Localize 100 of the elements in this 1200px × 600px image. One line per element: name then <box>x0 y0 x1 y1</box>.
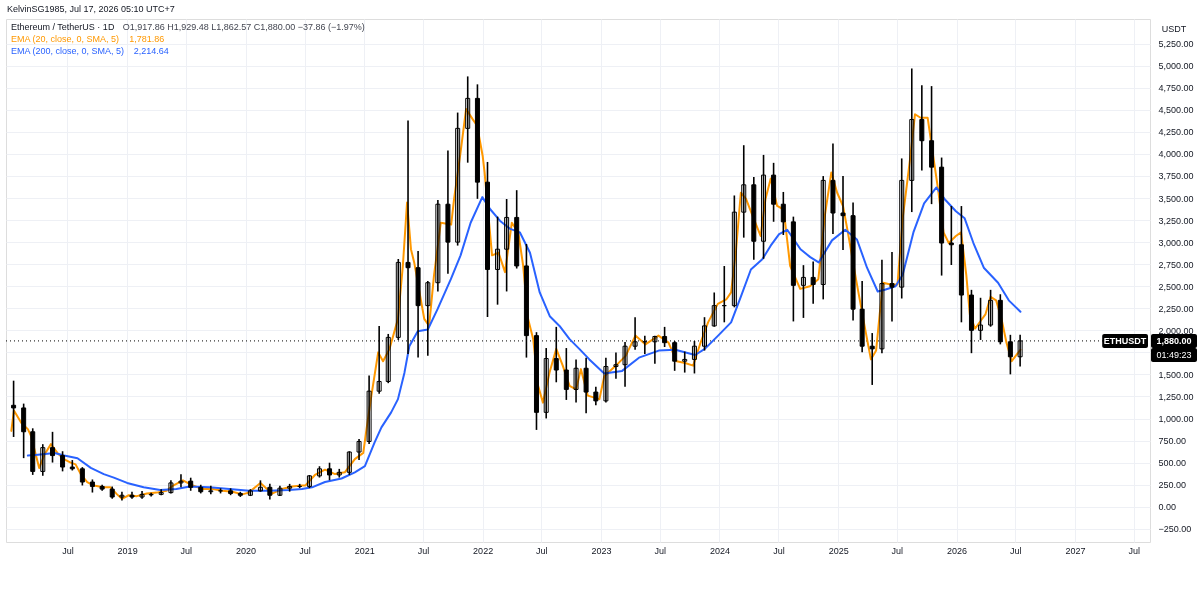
text: EMA (200, close, 0, SMA, 5) <box>11 46 125 56</box>
candlestick <box>810 261 816 304</box>
y-tick-label: 3,500.00 <box>1158 193 1194 204</box>
candlestick <box>21 403 27 459</box>
y-axis-title: USDT <box>1161 24 1187 34</box>
candlestick <box>919 85 925 171</box>
candlestick <box>573 359 579 403</box>
candlestick <box>800 265 806 318</box>
ref-line-label: ETHUSDT <box>1103 335 1147 346</box>
candlestick <box>139 490 145 499</box>
y-tick-label: 4,000.00 <box>1158 149 1194 160</box>
annotation: 2,214.64 <box>133 46 169 56</box>
candlestick <box>702 317 707 351</box>
y-tick-label: 2,000.00 <box>1158 325 1194 336</box>
y-tick-label: 3,000.00 <box>1158 237 1194 248</box>
candlestick <box>820 176 826 300</box>
candlestick <box>356 438 362 460</box>
x-tick-label: 2026 <box>947 545 968 556</box>
y-tick-label: 3,750.00 <box>1158 171 1194 182</box>
candlestick <box>603 357 609 403</box>
text: 1,880.00 <box>1156 335 1192 346</box>
y-tick-label: 5,000.00 <box>1158 61 1194 72</box>
chart-subtitle: O1,917.86 H1,929.48 L1,862.57 C1,880.00 −37.86 (−1.97%) <box>122 22 365 32</box>
y-tick-label: 2,750.00 <box>1158 259 1194 270</box>
candlestick <box>978 297 984 340</box>
candlestick <box>455 112 461 246</box>
candlestick <box>168 480 174 494</box>
candlestick <box>741 145 747 238</box>
candlestick <box>385 333 391 384</box>
x-tick-label: 2022 <box>473 545 494 556</box>
x-tick-label: Jul <box>180 545 193 556</box>
y-tick-label: 750.00 <box>1158 436 1187 447</box>
x-tick-label: Jul <box>891 545 904 556</box>
candlestick <box>504 199 510 292</box>
candlestick <box>346 451 352 475</box>
candlestick <box>336 468 342 478</box>
y-tick-label: 4,750.00 <box>1158 83 1194 94</box>
y-tick-label: 5,250.00 <box>1158 39 1194 50</box>
text: KelvinSG1985, Jul 17, 2026 05:10 UTC+7 <box>7 4 175 14</box>
x-tick-label: 2019 <box>117 545 138 556</box>
candlestick <box>178 474 184 488</box>
candlestick <box>780 191 786 235</box>
x-tick-label: Jul <box>773 545 785 556</box>
candlestick <box>60 451 66 472</box>
x-tick-label: Jul <box>299 545 311 556</box>
candlestick <box>731 195 737 308</box>
x-tick-label: 2020 <box>236 545 257 556</box>
y-tick-label: 2,500.00 <box>1158 281 1194 292</box>
candlestick <box>563 348 569 400</box>
candlestick <box>583 357 589 414</box>
y-tick-label: 500.00 <box>1158 458 1187 469</box>
candlestick <box>988 289 994 327</box>
candlestick <box>208 485 214 495</box>
candlestick <box>50 431 56 463</box>
candlestick <box>495 216 501 305</box>
candlestick <box>129 491 135 499</box>
x-tick-label: Jul <box>654 545 666 556</box>
y-tick-label: 1,000.00 <box>1158 414 1194 425</box>
annotation: 1,781.86 <box>129 34 165 44</box>
x-tick-label: Jul <box>1128 545 1140 556</box>
x-tick-label: 2023 <box>591 545 612 556</box>
candlestick <box>40 444 46 476</box>
x-tick-label: 2021 <box>354 545 375 556</box>
candlestick <box>889 251 895 322</box>
candlestick <box>613 352 619 379</box>
chart-title: Ethereum / TetherUS · 1D <box>11 22 115 32</box>
y-tick-label: 250.00 <box>1158 480 1187 491</box>
candlestick <box>376 326 382 394</box>
candlestick <box>366 375 372 445</box>
candlestick <box>662 326 668 348</box>
text: EMA (20, close, 0, SMA, 5) <box>11 34 120 44</box>
y-tick-label: 3,250.00 <box>1158 215 1194 226</box>
candlestick <box>682 351 688 373</box>
candlestick <box>465 76 471 163</box>
candlestick <box>622 341 628 387</box>
candlestick <box>909 68 915 213</box>
y-tick-label: 1,500.00 <box>1158 369 1194 380</box>
candlestick <box>711 292 717 327</box>
y-tick-label: 4,500.00 <box>1158 105 1194 116</box>
y-tick-label: 0.00 <box>1158 502 1177 513</box>
candlestick <box>761 154 767 259</box>
candlestick <box>158 489 164 496</box>
x-tick-label: Jul <box>1009 545 1022 556</box>
candlestick <box>543 348 549 419</box>
x-tick-label: Jul <box>417 545 430 556</box>
x-tick-label: Jul <box>536 545 548 556</box>
x-tick-label: Jul <box>62 545 74 556</box>
y-tick-label: 4,250.00 <box>1158 127 1194 138</box>
y-tick-label: −250.00 <box>1158 524 1192 535</box>
candlestick <box>277 485 283 497</box>
candlestick <box>899 158 905 299</box>
x-tick-label: 2027 <box>1065 545 1086 556</box>
candlestick <box>840 176 846 250</box>
candlestick <box>1017 334 1023 367</box>
candlestick <box>948 206 954 265</box>
x-tick-label: 2025 <box>828 545 849 556</box>
y-tick-label: 2,250.00 <box>1158 303 1194 314</box>
x-tick-label: 2024 <box>709 545 730 556</box>
text: 01:49:23 <box>1156 349 1192 360</box>
candlestick <box>119 491 125 501</box>
